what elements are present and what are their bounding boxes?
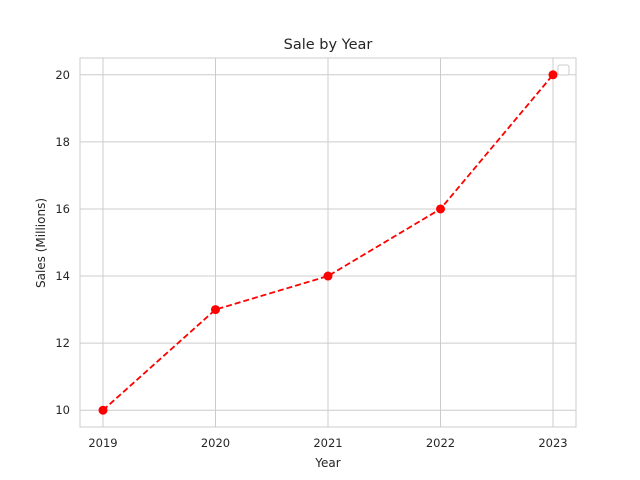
y-tick-label: 20 bbox=[55, 68, 70, 82]
data-point bbox=[211, 305, 220, 315]
data-point bbox=[436, 204, 445, 214]
data-point bbox=[323, 271, 333, 281]
plot-frame bbox=[79, 57, 577, 428]
y-tick-label: 14 bbox=[55, 269, 70, 283]
y-tick-label: 18 bbox=[55, 135, 70, 149]
x-tick-label: 2023 bbox=[538, 436, 567, 450]
y-tick-label: 12 bbox=[55, 336, 70, 350]
grid bbox=[80, 58, 576, 427]
x-tick-label: 2021 bbox=[313, 436, 342, 450]
series-line bbox=[102, 74, 554, 411]
y-tick-label: 10 bbox=[55, 403, 70, 417]
series-layer bbox=[98, 70, 558, 415]
data-point bbox=[548, 70, 558, 80]
x-tick-label: 2020 bbox=[201, 436, 230, 450]
tick-labels: 2019 2020 2021 2022 2023 10 12 14 16 18 20 bbox=[55, 68, 567, 450]
x-tick-label: 2022 bbox=[426, 436, 455, 450]
data-point bbox=[98, 405, 108, 415]
y-axis-label: Sales (Millions) bbox=[34, 198, 48, 288]
legend-box bbox=[557, 64, 570, 76]
y-tick-label: 16 bbox=[55, 202, 70, 216]
x-tick-label: 2019 bbox=[88, 436, 117, 450]
chart-title: Sale by Year bbox=[284, 37, 373, 53]
x-axis-label: Year bbox=[314, 456, 340, 470]
